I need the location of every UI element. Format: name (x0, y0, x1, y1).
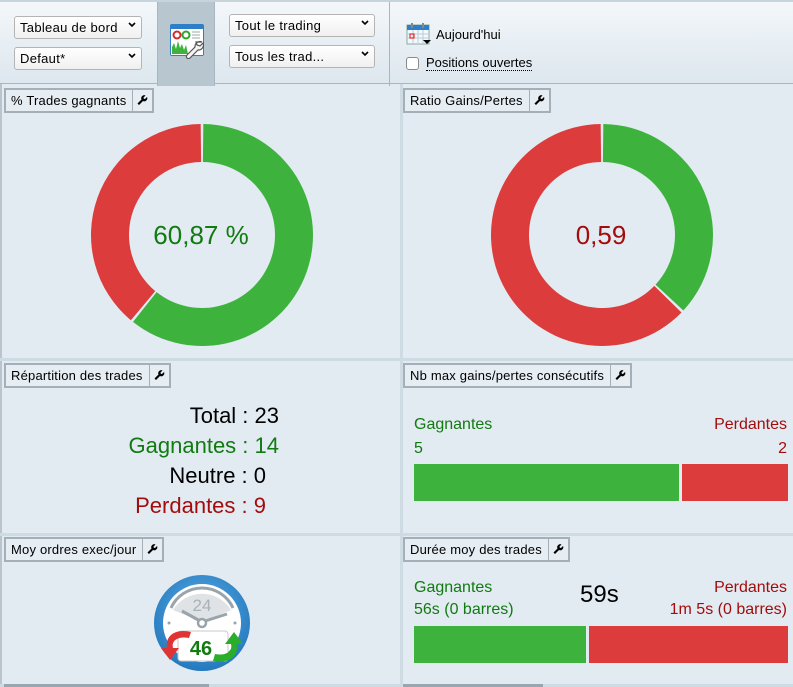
dashboard-select[interactable]: Tableau de bord (14, 16, 142, 39)
donut-segment-win (132, 124, 313, 346)
panel-title-text: Moy ordres exec/jour (11, 542, 137, 557)
wrench-icon (154, 370, 164, 380)
wrench-icon (137, 95, 148, 105)
distribution-neutral: Neutre : 0 (169, 463, 266, 488)
gain-loss-ratio-value: 0,59 (575, 220, 627, 250)
date-range-label: Aujourd'hui (436, 26, 501, 42)
scrollbar[interactable] (4, 684, 209, 687)
max-consecutive-win-value: 5 (414, 440, 423, 457)
donut-segment-loss (90, 124, 202, 321)
max-consecutive-loss-bar (682, 464, 788, 501)
orders-clock-icon: 24 46 (154, 575, 250, 671)
panel-settings-button[interactable] (547, 539, 568, 560)
trades-select-value: Tous les trad... (235, 49, 325, 64)
donut-segment-win (602, 124, 713, 311)
column-divider (400, 84, 403, 687)
wrench-icon (147, 544, 158, 554)
layout-select-value: Defaut* (20, 51, 66, 66)
orders-per-day-value: 46 (190, 638, 212, 660)
avg-duration-win-label: Gagnantes (414, 579, 493, 596)
open-positions-toggle[interactable]: Positions ouvertes (406, 55, 533, 71)
avg-duration-win-bar (414, 626, 586, 663)
max-consecutive-win-bar (414, 464, 679, 501)
panel-title-gain-loss-ratio: Ratio Gains/Pertes (403, 88, 551, 113)
avg-duration-loss-value: 1m 5s (0 barres) (669, 601, 787, 618)
wrench-icon (534, 95, 545, 105)
calendar-icon (406, 23, 431, 45)
trading-select-value: Tout le trading (235, 18, 322, 33)
donut-segment-loss (491, 124, 682, 346)
scrollbar[interactable] (403, 684, 543, 687)
panel-settings-button[interactable] (132, 90, 152, 111)
panel-title-avg-duration: Durée moy des trades (403, 537, 570, 562)
toolbar: Tableau de bord Defaut* Tout le trading (0, 0, 793, 86)
panel-title-text: Répartition des trades (11, 368, 143, 383)
left-border (0, 84, 2, 687)
layout-select[interactable]: Defaut* (14, 47, 142, 70)
dashboard-select-value: Tableau de bord (20, 20, 118, 35)
open-positions-checkbox[interactable] (406, 57, 419, 70)
panel-title-distribution: Répartition des trades (4, 363, 171, 388)
panel-title-text: Nb max gains/pertes consécutifs (410, 368, 605, 383)
distribution-losers: Perdantes : 9 (135, 493, 266, 518)
avg-duration-overall: 59s (580, 581, 619, 608)
toolbar-separator (389, 2, 390, 86)
trading-select[interactable]: Tout le trading (229, 14, 375, 37)
row-divider (0, 684, 793, 687)
date-range-button[interactable]: Aujourd'hui (406, 22, 501, 46)
panel-title-text: Durée moy des trades (410, 542, 542, 557)
avg-duration-win-value: 56s (0 barres) (414, 601, 514, 618)
max-consecutive-win-label: Gagnantes (414, 416, 493, 433)
panel-settings-button[interactable] (142, 539, 162, 560)
orders-clock-label: 24 (193, 596, 212, 615)
panel-title-max-consecutive: Nb max gains/pertes consécutifs (403, 363, 633, 388)
chevron-down-icon (128, 22, 136, 28)
panel-settings-button[interactable] (528, 90, 549, 111)
configure-dashboard-button[interactable] (157, 2, 215, 86)
gain-loss-ratio-donut (491, 124, 713, 346)
chevron-down-icon (361, 51, 369, 57)
avg-duration-loss-label: Perdantes (714, 579, 787, 596)
distribution-winners: Gagnantes : 14 (128, 433, 279, 458)
chevron-down-icon (361, 20, 369, 26)
max-consecutive-loss-label: Perdantes (714, 416, 787, 433)
win-rate-value: 60,87 % (153, 220, 249, 250)
wrench-icon (615, 370, 626, 380)
row-divider (0, 533, 793, 536)
row-divider (0, 358, 793, 361)
panel-title-text: Ratio Gains/Pertes (410, 93, 523, 108)
panel-settings-button[interactable] (148, 365, 169, 386)
panel-title-win-rate: % Trades gagnants (4, 88, 155, 113)
chevron-down-icon (128, 53, 136, 59)
panel-title-avg-orders: Moy ordres exec/jour (4, 537, 165, 562)
max-consecutive-loss-value: 2 (778, 440, 787, 457)
avg-duration-loss-bar (589, 626, 788, 663)
wrench-icon (553, 544, 564, 554)
panel-settings-button[interactable] (610, 365, 630, 386)
open-positions-label[interactable]: Positions ouvertes (426, 55, 533, 71)
dashboard-settings-icon (170, 24, 205, 59)
panel-title-text: % Trades gagnants (11, 93, 127, 108)
win-rate-donut (90, 124, 313, 346)
distribution-total: Total : 23 (189, 403, 279, 428)
trades-select[interactable]: Tous les trad... (229, 45, 375, 68)
